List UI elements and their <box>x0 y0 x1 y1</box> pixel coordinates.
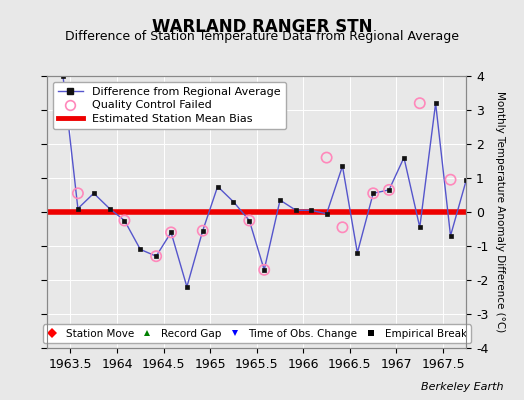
Text: WARLAND RANGER STN: WARLAND RANGER STN <box>152 18 372 36</box>
Point <box>167 229 175 236</box>
Point <box>199 228 207 234</box>
Point <box>416 100 424 106</box>
Y-axis label: Monthly Temperature Anomaly Difference (°C): Monthly Temperature Anomaly Difference (… <box>495 91 505 333</box>
Point <box>260 267 268 273</box>
Point <box>369 190 377 196</box>
Point <box>446 176 455 183</box>
Point <box>322 154 331 161</box>
Point <box>245 217 254 224</box>
Legend: Station Move, Record Gap, Time of Obs. Change, Empirical Break: Station Move, Record Gap, Time of Obs. C… <box>43 324 471 343</box>
Point <box>385 187 393 193</box>
Point <box>339 224 347 230</box>
Point <box>152 253 160 259</box>
Text: Berkeley Earth: Berkeley Earth <box>421 382 503 392</box>
Point <box>74 190 82 196</box>
Point <box>121 217 129 224</box>
Text: Difference of Station Temperature Data from Regional Average: Difference of Station Temperature Data f… <box>65 30 459 43</box>
